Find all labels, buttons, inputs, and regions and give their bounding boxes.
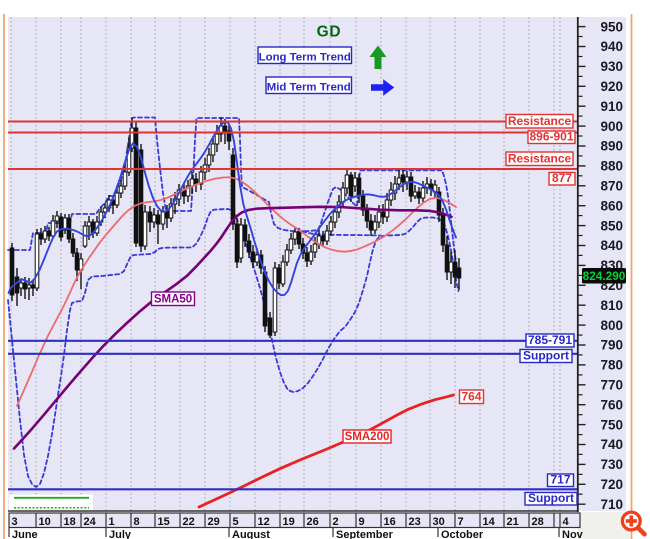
svg-text:710: 710: [600, 497, 623, 512]
svg-text:880: 880: [600, 159, 623, 174]
svg-text:SMA50: SMA50: [154, 293, 192, 305]
svg-text:14: 14: [483, 516, 496, 528]
svg-text:896-901: 896-901: [529, 129, 573, 143]
svg-text:950: 950: [600, 19, 623, 34]
svg-text:October: October: [441, 529, 484, 539]
svg-text:22: 22: [183, 516, 195, 528]
svg-text:26: 26: [307, 516, 319, 528]
svg-text:23: 23: [409, 516, 421, 528]
svg-text:18: 18: [64, 516, 76, 528]
svg-text:15: 15: [158, 516, 170, 528]
svg-text:Support: Support: [528, 491, 574, 505]
svg-text:SMA200: SMA200: [345, 431, 390, 443]
svg-text:940: 940: [600, 39, 623, 54]
svg-text:790: 790: [600, 338, 623, 353]
svg-text:Mid Term Trend: Mid Term Trend: [267, 81, 351, 93]
svg-text:785-791: 785-791: [528, 333, 572, 347]
svg-text:720: 720: [600, 477, 623, 492]
svg-text:9: 9: [359, 516, 365, 528]
svg-text:910: 910: [600, 99, 623, 114]
svg-text:4: 4: [563, 516, 570, 528]
svg-text:June: June: [12, 529, 38, 539]
svg-text:780: 780: [600, 358, 623, 373]
svg-text:840: 840: [600, 238, 623, 253]
svg-text:730: 730: [600, 457, 623, 472]
svg-text:10: 10: [39, 516, 51, 528]
svg-text:September: September: [336, 529, 394, 539]
svg-text:920: 920: [600, 79, 623, 94]
svg-text:750: 750: [600, 417, 623, 432]
svg-text:850: 850: [600, 218, 623, 233]
svg-text:16: 16: [384, 516, 396, 528]
svg-text:800: 800: [600, 318, 623, 333]
svg-text:Long Term Trend: Long Term Trend: [259, 51, 351, 63]
svg-text:1: 1: [109, 516, 115, 528]
svg-text:890: 890: [600, 139, 623, 154]
svg-text:740: 740: [600, 437, 623, 452]
svg-text:12: 12: [258, 516, 270, 528]
svg-text:29: 29: [208, 516, 220, 528]
svg-text:3: 3: [12, 516, 18, 528]
svg-text:August: August: [232, 529, 270, 539]
svg-text:Nov: Nov: [562, 529, 584, 539]
svg-text:5: 5: [233, 516, 239, 528]
svg-text:24: 24: [84, 516, 97, 528]
svg-text:860: 860: [600, 198, 623, 213]
svg-text:28: 28: [532, 516, 544, 528]
svg-text:877: 877: [552, 171, 572, 185]
svg-text:19: 19: [283, 516, 295, 528]
svg-text:GD: GD: [317, 24, 342, 41]
svg-text:810: 810: [600, 298, 623, 313]
svg-text:717: 717: [550, 472, 570, 486]
svg-text:21: 21: [507, 516, 519, 528]
svg-text:930: 930: [600, 59, 623, 74]
svg-text:7: 7: [458, 516, 464, 528]
svg-text:8: 8: [134, 516, 140, 528]
svg-text:July: July: [109, 529, 132, 539]
svg-text:824.290: 824.290: [583, 269, 626, 283]
svg-text:Resistance: Resistance: [508, 151, 572, 165]
svg-text:764: 764: [461, 389, 481, 403]
svg-text:2: 2: [333, 516, 339, 528]
svg-text:900: 900: [600, 119, 623, 134]
svg-text:760: 760: [600, 397, 623, 412]
svg-text:30: 30: [433, 516, 445, 528]
svg-text:870: 870: [600, 179, 623, 194]
svg-text:Resistance: Resistance: [508, 114, 572, 128]
svg-text:Support: Support: [523, 348, 569, 362]
svg-text:770: 770: [600, 378, 623, 393]
